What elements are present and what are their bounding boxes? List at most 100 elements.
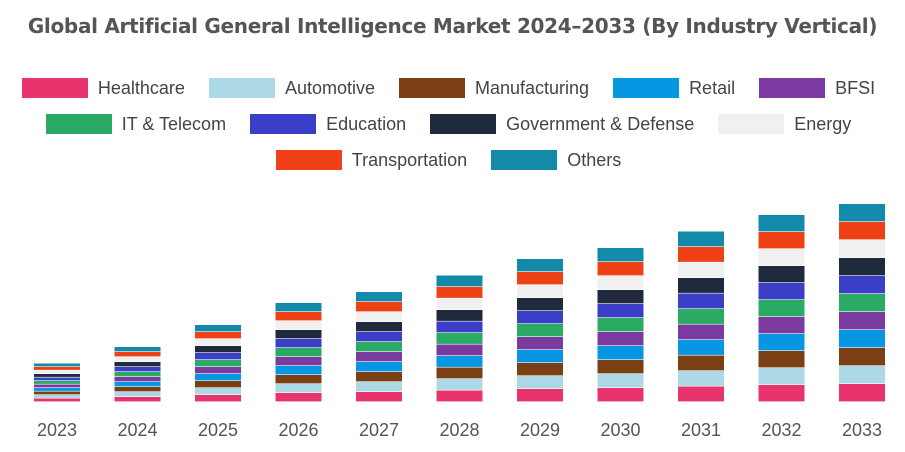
legend-label: Others [567,149,622,170]
bar-segment [34,377,80,381]
bar-segment [436,367,483,379]
bar-segment [195,332,241,339]
legend-swatch [45,114,112,134]
bar-segment [758,283,805,300]
bar-segment [114,397,161,402]
legend-label: Healthcare [97,77,185,98]
legend-label: Automotive [284,77,375,98]
legend-label: IT & Telecom [121,113,227,134]
legend-swatch [250,114,317,134]
bar-segment [275,366,322,375]
bar-segment [678,262,724,278]
x-tick-label: 2030 [600,420,640,440]
bar-stack-2024 [114,347,161,402]
bar-segment [839,258,885,276]
legend-swatch [275,150,342,170]
bar-segment [34,374,80,377]
bar-segment [839,222,885,240]
bar-segment [114,347,161,352]
bar-segment [597,248,644,262]
legend-label: Transportation [351,149,468,170]
bar-segment [114,367,161,372]
bar-segment [517,337,563,350]
legend-label: BFSI [835,77,876,98]
bar-segment [275,339,322,348]
bar-segment [34,367,80,370]
bar-segment [436,287,483,298]
bar-segment [597,374,644,388]
bar-segment [597,388,644,402]
bar-segment [839,294,885,312]
bar-segment [356,322,402,332]
bar-segment [195,325,241,332]
legend-row: IT & Telecom Education Government & Defe… [0,112,905,136]
bar-segment [758,215,805,232]
bar-segment [839,366,885,384]
bar-segment [678,309,724,324]
legend-item-healthcare: Healthcare [21,77,193,99]
bar-segment [517,285,563,298]
bar-segment [758,300,805,317]
bar-segment [114,392,161,397]
bar-segment [195,374,241,381]
legend-swatch [398,78,465,98]
bar-segment [517,363,563,376]
bar-segment [275,375,322,384]
bar-segment [34,370,80,374]
x-tick-label: 2024 [117,420,157,440]
bar-segment [114,362,161,367]
bar-segment [517,376,563,389]
bar-segment [275,357,322,366]
bar-segment [839,384,885,402]
bar-segment [436,321,483,333]
bar-stack-2030 [597,248,644,402]
bar-segment [275,312,322,321]
bar-segment [436,298,483,310]
bar-segment [356,392,402,402]
legend-item-education: Education [250,114,414,135]
legend-label: Retail [689,77,736,98]
bar-segment [275,393,322,402]
bar-stack-2032 [758,215,805,402]
bar-segment [356,362,402,372]
bar-segment [758,266,805,283]
legend-item-manufacturing: Manufacturing [398,78,597,99]
bar-stack-2033 [839,204,885,402]
x-tick-label: 2029 [520,420,560,440]
bar-segment [436,390,483,402]
bar-segment [758,317,805,334]
bar-segment [597,262,644,276]
legend-swatch [21,78,88,98]
legend-label: Government & Defense [506,113,695,134]
bar-segment [839,240,885,258]
bar-segment [517,324,563,337]
legend-item-energy: Energy [718,114,859,135]
bar-segment [839,348,885,366]
legend-label: Education [326,113,407,134]
bar-segment [275,330,322,339]
bar-segment [517,350,563,363]
bar-segment [597,332,644,346]
bar-segment [114,372,161,377]
bar-stack-2026 [275,303,322,402]
bar-segment [34,395,80,398]
bar-stack-2025 [195,325,241,402]
bar-segment [839,276,885,294]
bar-segment [34,384,80,388]
legend-item-retail: Retail [613,78,743,99]
bar-segment [356,332,402,342]
bar-segment [597,360,644,374]
bar-segment [275,384,322,393]
bar-stack-2029 [517,259,563,402]
bar-segment [195,346,241,353]
legend-swatch [613,78,680,98]
x-tick-label: 2027 [359,420,399,440]
bar-segment [195,395,241,402]
x-tick-label: 2033 [842,420,882,440]
bar-segment [114,382,161,387]
legend-item-government-defense: Government & Defense [430,114,702,135]
bar-stack-2028 [436,275,483,402]
bar-segment [436,333,483,344]
legend-item-others: Others [491,150,629,171]
